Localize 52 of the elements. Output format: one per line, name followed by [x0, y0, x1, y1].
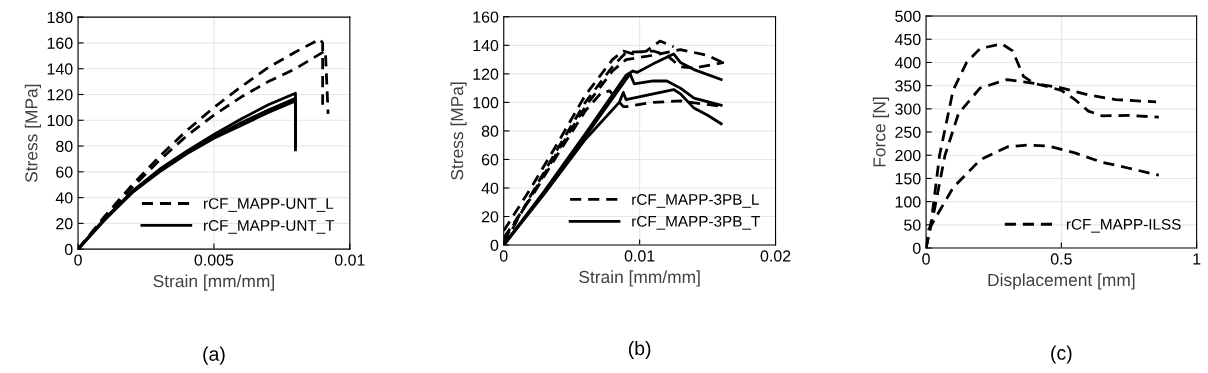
y-tick-label: 40	[55, 192, 73, 204]
y-tick-label: 0	[912, 242, 921, 254]
y-tick-label: 120	[47, 89, 73, 101]
legend-label: rCF_MAPP-3PB_T	[632, 215, 760, 230]
y-tick-label: 200	[895, 149, 921, 162]
y-tick-label: 150	[895, 173, 921, 185]
y-tick-label: 180	[47, 11, 73, 24]
x-tick-label: 0	[922, 253, 930, 265]
x-tick-label: 0.005	[194, 254, 234, 266]
y-axis-title: Stress [MPa]	[450, 82, 467, 180]
y-tick-label: 350	[895, 80, 921, 92]
y-tick-label: 0	[490, 239, 499, 252]
y-tick-label: 100	[47, 114, 73, 127]
y-tick-label: 100	[473, 97, 499, 109]
y-tick-label: 400	[894, 57, 921, 69]
y-tick-label: 160	[473, 11, 499, 23]
x-axis-title: Strain [mm/mm]	[579, 270, 700, 287]
y-tick-label: 140	[47, 63, 73, 75]
y-tick-label: 60	[56, 166, 73, 178]
y-tick-label: 140	[473, 39, 499, 52]
x-tick-label: 0.02	[760, 250, 791, 262]
y-tick-label: 500	[895, 10, 921, 22]
y-axis-title: Stress [MPa]	[24, 84, 41, 183]
x-tick-label: 1	[1193, 253, 1201, 265]
x-tick-label: 0.01	[624, 250, 655, 262]
text: (c)	[1051, 345, 1072, 364]
y-tick-label: 80	[56, 140, 73, 152]
x-tick-label: 0	[74, 254, 82, 266]
y-tick-label: 60	[481, 154, 499, 166]
legend-label: rCF_MAPP-3PB_L	[632, 194, 759, 208]
y-tick-label: 450	[894, 33, 921, 46]
text: (b)	[628, 340, 651, 360]
y-axis-title: Force [N]	[872, 97, 889, 167]
text: (a)	[203, 346, 225, 365]
y-tick-label: 20	[56, 218, 73, 230]
y-tick-label: 250	[895, 126, 921, 138]
y-tick-label: 300	[895, 103, 921, 115]
y-tick-label: 50	[904, 219, 921, 231]
legend-label: rCF_MAPP-ILSS	[1066, 218, 1181, 233]
y-tick-label: 40	[481, 182, 499, 194]
x-axis-title: Strain [mm/mm]	[153, 274, 274, 291]
legend-label: rCF_MAPP-UNT_T	[204, 220, 335, 234]
x-tick-label: 0	[499, 250, 508, 262]
y-tick-label: 160	[47, 37, 73, 49]
y-tick-label: 20	[481, 211, 499, 223]
x-tick-label: 0.01	[334, 254, 365, 266]
legend-label: rCF_MAPP-UNT_L	[204, 198, 334, 212]
x-tick-label: 0.5	[1050, 253, 1072, 265]
y-tick-label: 80	[481, 125, 499, 137]
x-axis-title: Displacement [mm]	[988, 273, 1135, 290]
y-tick-label: 100	[895, 196, 921, 208]
y-tick-label: 120	[473, 68, 499, 80]
